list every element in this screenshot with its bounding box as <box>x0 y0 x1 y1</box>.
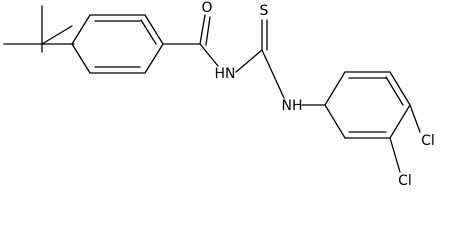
atom-label: Cl <box>421 133 435 149</box>
atom-label: NH <box>282 98 303 114</box>
bonds <box>3 5 421 173</box>
molecule-diagram: O S HN NH Cl Cl <box>3 0 435 189</box>
atom-label: S <box>260 3 269 19</box>
atom-label: O <box>201 0 212 16</box>
atom-label: HN <box>215 66 236 82</box>
atom-label: Cl <box>398 173 412 189</box>
